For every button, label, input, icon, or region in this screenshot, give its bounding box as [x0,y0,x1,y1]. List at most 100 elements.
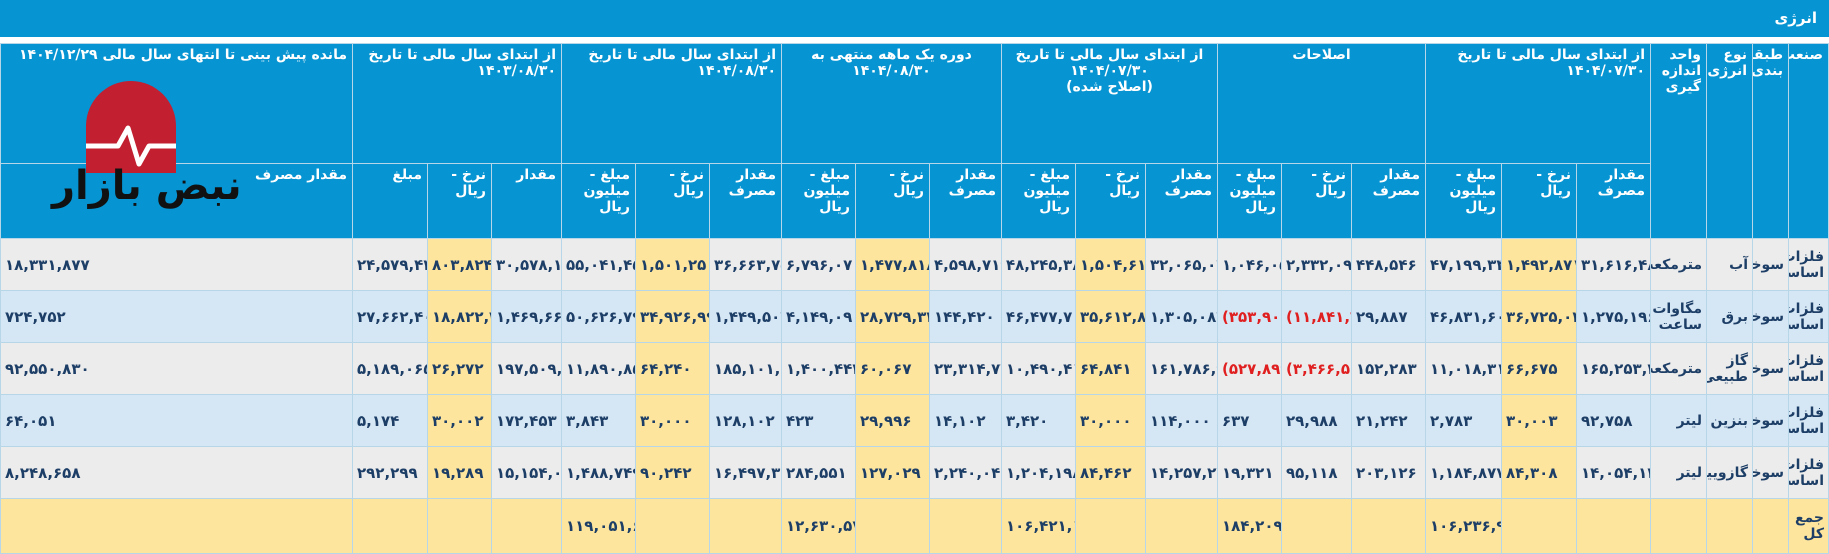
subheader-amount: مبلغ - میلیون ریال [1001,163,1076,239]
cell-value: ۷۲۴,۷۵۲ [0,290,353,343]
table-row: فلزات اساسيسوختآبمترمکعب۳۱,۶۱۶,۴۸۹۱,۴۹۲,… [0,238,1829,291]
total-value [352,498,428,554]
cell-value: ۱۰,۴۹۰,۴۱۴ [1001,342,1076,395]
total-value [709,498,782,554]
subheader-amount: مبلغ - میلیون ریال [561,163,636,239]
cell-energy-type: گاز طبیعی [1706,342,1753,395]
cell-value: ۲۸۴,۵۵۱ [781,446,856,499]
subheader-rate: نرخ - ریال [1075,163,1146,239]
cell-value: ۶,۷۹۶,۰۷۰ [781,238,856,291]
cell-value: (۵۲۷,۸۹۹) [1217,342,1282,395]
cell-value: ۲۹,۹۹۶ [855,394,930,447]
cell-value: ۴,۵۹۸,۷۱۹ [929,238,1002,291]
cell-value: ۳۰,۰۰۳ [1501,394,1577,447]
cell-value: ۲,۲۴۰,۰۴۶ [929,446,1002,499]
cell-value: ۳,۸۴۳ [561,394,636,447]
cell-value: ۲۳,۳۱۴,۷۳۲ [929,342,1002,395]
header-group-5: از ابتدای سال مالی تا تاریخ ۱۴۰۴/۰۸/۳۰ [561,43,782,164]
cell-value: ۱,۰۴۶,۰۵۱ [1217,238,1282,291]
subheader-qty: مقدار مصرف [0,163,353,239]
cell-value: ۱۱,۰۱۸,۳۱۳ [1425,342,1502,395]
cell-empty [1706,498,1753,554]
table-row: فلزات اساسيسوختبنزینلیتر۹۲,۷۵۸۳۰,۰۰۳۲,۷۸… [0,394,1829,447]
total-value [1145,498,1218,554]
cell-class: سوخت [1752,342,1789,395]
cell-industry: فلزات اساسي [1788,238,1829,291]
cell-value: ۱۲۸,۱۰۲ [709,394,782,447]
cell-value: ۱۹۷,۵۰۹,۹۱۷ [491,342,562,395]
cell-value: ۶۴,۰۵۱ [0,394,353,447]
cell-value: ۹۲,۷۵۸ [1576,394,1651,447]
cell-value: ۱۱۴,۰۰۰ [1145,394,1218,447]
cell-value: ۱,۴۴۹,۵۰۳ [709,290,782,343]
cell-value: ۱۹,۳۲۱ [1217,446,1282,499]
cell-value: ۱۶۱,۷۸۶,۹۲۸ [1145,342,1218,395]
cell-value: ۱۵۲,۲۸۳ [1351,342,1426,395]
cell-value: (۳,۴۶۶,۵۶۹) [1281,342,1352,395]
cell-value: ۲,۳۳۲,۰۹۳ [1281,238,1352,291]
header-group-6: از ابتدای سال مالی تا تاریخ ۱۴۰۳/۰۸/۳۰ [352,43,562,164]
total-value: ۱۸۴,۲۰۹ [1217,498,1282,554]
cell-value: ۱,۵۰۱,۲۵۰ [635,238,710,291]
cell-value: ۶۰,۰۶۷ [855,342,930,395]
cell-value: ۶۴,۸۴۱ [1075,342,1146,395]
cell-value: ۵,۱۷۴ [352,394,428,447]
subheader-qty: مقدار مصرف [1145,163,1218,239]
cell-value: ۴۶,۸۳۱,۶۰۱ [1425,290,1502,343]
subheader-qty: مقدار مصرف [929,163,1002,239]
cell-value: ۲۷,۶۶۲,۴۰۹ [352,290,428,343]
header-group-4: دوره یک ماهه منتهی به ۱۴۰۴/۰۸/۳۰ [781,43,1002,164]
header-group-1: از ابتدای سال مالی تا تاریخ ۱۴۰۴/۰۷/۳۰ [1425,43,1651,164]
total-value [1281,498,1352,554]
total-value [427,498,492,554]
cell-class: سوخت [1752,394,1789,447]
cell-value: ۱۸,۳۳۱,۸۷۷ [0,238,353,291]
cell-value: ۳۵,۶۱۲,۸۳۱ [1075,290,1146,343]
header-unit: واحد اندازه گیری [1650,43,1707,239]
cell-value: ۱۴۴,۴۲۰ [929,290,1002,343]
cell-unit: مگاوات ساعت [1650,290,1707,343]
table-row: فلزات اساسيسوختبرقمگاوات ساعت۱,۲۷۵,۱۹۶۳۶… [0,290,1829,343]
cell-value: ۹۵,۱۱۸ [1281,446,1352,499]
cell-value: ۱,۱۸۴,۸۷۷ [1425,446,1502,499]
cell-empty [1752,498,1789,554]
cell-value: ۴۴۸,۵۴۶ [1351,238,1426,291]
cell-class: سوخت [1752,238,1789,291]
cell-value: ۲۹۲,۲۹۹ [352,446,428,499]
cell-energy-type: بنزین [1706,394,1753,447]
cell-industry: فلزات اساسي [1788,394,1829,447]
cell-value: ۱۴,۲۵۷,۲۷۰ [1145,446,1218,499]
cell-value: ۸۴,۳۰۸ [1501,446,1577,499]
cell-value: ۴۲۳ [781,394,856,447]
cell-value: ۱,۴۹۲,۸۷۱ [1501,238,1577,291]
header-industry: صنعت [1788,43,1829,239]
total-value [1501,498,1577,554]
cell-value: ۴۷,۱۹۹,۳۳۱ [1425,238,1502,291]
subheader-rate: نرخ - ریال [855,163,930,239]
cell-value: ۸,۲۴۸,۶۵۸ [0,446,353,499]
total-label: جمع کل [1788,498,1829,554]
cell-value: ۳۰,۰۰۰ [1075,394,1146,447]
cell-value: ۱۱,۸۹۰,۸۵۷ [561,342,636,395]
total-value [855,498,930,554]
subheader-qty: مقدار مصرف [709,163,782,239]
cell-value: ۱۷۲,۴۵۳ [491,394,562,447]
page-title: انرژی [0,0,1829,37]
cell-value: ۲,۷۸۳ [1425,394,1502,447]
cell-value: ۱۸,۸۲۲,۳۱۹ [427,290,492,343]
table-row: فلزات اساسيسوختگازوییللیتر۱۴,۰۵۴,۱۴۴۸۴,۳… [0,446,1829,499]
cell-value: ۱۹,۲۸۹ [427,446,492,499]
cell-value: ۶۶,۶۷۵ [1501,342,1577,395]
total-value [929,498,1002,554]
cell-value: ۳۱,۶۱۶,۴۸۹ [1576,238,1651,291]
energy-table: صنعت طبقه بندی نوع انرژی واحد اندازه گیر… [0,43,1829,554]
cell-value: ۱۵,۱۵۴,۰۳۴ [491,446,562,499]
cell-value: ۱۶۵,۲۵۳,۴۹۷ [1576,342,1651,395]
cell-value: ۳۲,۰۶۵,۰۳۵ [1145,238,1218,291]
cell-value: ۳۰,۰۰۲ [427,394,492,447]
cell-unit: لیتر [1650,394,1707,447]
subheader-amount: مبلغ - میلیون ریال [781,163,856,239]
cell-value: ۲۴,۵۷۹,۴۴۸ [352,238,428,291]
cell-value: (۳۵۳,۹۰۱) [1217,290,1282,343]
